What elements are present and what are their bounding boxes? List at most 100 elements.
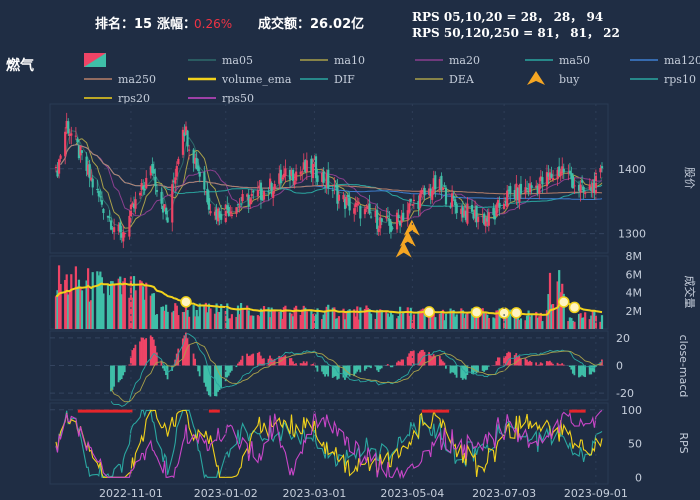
volume-bar xyxy=(278,311,281,329)
candle-body xyxy=(220,213,223,220)
macd-histogram-bar xyxy=(529,360,531,366)
volume-bar xyxy=(388,316,391,329)
macd-histogram-bar xyxy=(535,362,538,366)
candle-body xyxy=(54,167,58,169)
volume-bar xyxy=(324,310,327,329)
candle-body xyxy=(496,200,500,206)
volume-bar xyxy=(354,316,357,329)
macd-histogram-bar xyxy=(582,365,585,377)
volume-bar xyxy=(314,314,318,329)
candle-body xyxy=(380,218,383,222)
volume-bar xyxy=(477,316,480,329)
candle-body xyxy=(67,121,70,134)
macd-histogram-bar xyxy=(163,365,166,371)
volume-bar xyxy=(600,315,604,329)
candle-body xyxy=(97,190,100,197)
volume-bar xyxy=(256,315,259,329)
candle-body xyxy=(174,177,177,184)
volume-bar xyxy=(336,318,339,329)
volume-bar xyxy=(108,295,111,329)
legend-label-rps50: rps50 xyxy=(222,92,254,105)
macd-histogram-bar xyxy=(270,358,273,366)
volume-bar xyxy=(249,315,252,329)
volume-bar xyxy=(460,308,463,329)
candle-body xyxy=(226,205,229,210)
candle-body xyxy=(388,218,391,226)
volume-ytick-label: 4M xyxy=(626,287,643,300)
volume-bar xyxy=(106,284,110,329)
macd-histogram-bar xyxy=(252,353,255,366)
candle-body xyxy=(527,191,530,193)
volume-bar xyxy=(513,309,516,329)
candle-body xyxy=(59,155,62,159)
candle-body xyxy=(302,162,305,170)
volume-bar xyxy=(203,305,206,329)
candle-body xyxy=(272,191,275,198)
macd-histogram-bar xyxy=(380,365,383,369)
candle-body xyxy=(599,168,602,173)
macd-histogram-bar xyxy=(568,365,571,367)
macd-ytick-label: -20 xyxy=(616,387,634,400)
volume-bar xyxy=(417,311,420,329)
candle-body xyxy=(281,177,284,179)
volume-bar xyxy=(102,293,105,329)
macd-histogram-bar xyxy=(379,365,382,370)
macd-histogram-bar xyxy=(123,365,126,373)
volume-bar xyxy=(282,307,285,329)
macd-histogram-bar xyxy=(261,358,264,366)
volume-bar xyxy=(284,305,287,329)
volume-bar xyxy=(536,317,539,329)
volume-bar xyxy=(345,311,348,329)
volume-signal-marker xyxy=(510,307,523,319)
macd-histogram-bar xyxy=(284,355,287,366)
macd-histogram-bar xyxy=(324,365,326,377)
macd-histogram-bar xyxy=(449,365,452,374)
candle-body xyxy=(504,201,507,203)
macd-histogram-bar xyxy=(198,365,201,377)
macd-histogram-bar xyxy=(432,354,435,366)
macd-ytick-label: 0 xyxy=(616,360,623,373)
candle-body xyxy=(293,180,296,185)
rps-ytick-label: 0 xyxy=(635,471,642,484)
macd-histogram-bar xyxy=(217,365,219,392)
macd-histogram-bar xyxy=(134,344,137,366)
macd-histogram-bar xyxy=(258,351,261,366)
sector-title: 燃气 xyxy=(6,57,34,74)
macd-histogram-bar xyxy=(507,351,510,366)
volume-bar xyxy=(239,303,243,329)
legend-label-ma50: ma50 xyxy=(559,54,590,67)
volume-bar xyxy=(389,311,393,329)
macd-histogram-bar xyxy=(556,362,559,366)
macd-histogram-bar xyxy=(486,365,489,370)
macd-histogram-bar xyxy=(504,356,507,366)
macd-histogram-bar xyxy=(506,353,508,366)
volume-bar xyxy=(395,318,399,329)
volume-bar xyxy=(504,309,507,329)
rps50-line xyxy=(55,409,603,480)
candle-body xyxy=(409,198,412,202)
candle-body xyxy=(440,175,443,191)
candle-body xyxy=(241,193,244,202)
macd-histogram-bar xyxy=(282,356,285,366)
macd-histogram-bar xyxy=(484,365,487,371)
volume-bar xyxy=(519,318,523,329)
macd-histogram-bar xyxy=(185,332,187,366)
volume-bar xyxy=(113,283,116,329)
volume-bar xyxy=(556,281,559,329)
macd-histogram-bar xyxy=(131,350,134,366)
macd-histogram-bar xyxy=(183,335,186,366)
candle-body xyxy=(581,180,584,183)
volume-bar xyxy=(250,315,253,329)
macd-histogram-bar xyxy=(518,355,521,366)
volume-bar xyxy=(224,311,227,329)
volume-bar xyxy=(194,316,197,329)
candle-body xyxy=(473,209,477,217)
candle-body xyxy=(288,169,292,180)
volume-bar xyxy=(541,321,544,329)
candle-body xyxy=(397,214,400,219)
rank-text: 排名：15 xyxy=(95,16,152,32)
volume-bar xyxy=(454,316,457,329)
candle-body xyxy=(331,190,334,192)
ma20-line xyxy=(60,143,603,220)
volume-bar xyxy=(377,312,380,329)
